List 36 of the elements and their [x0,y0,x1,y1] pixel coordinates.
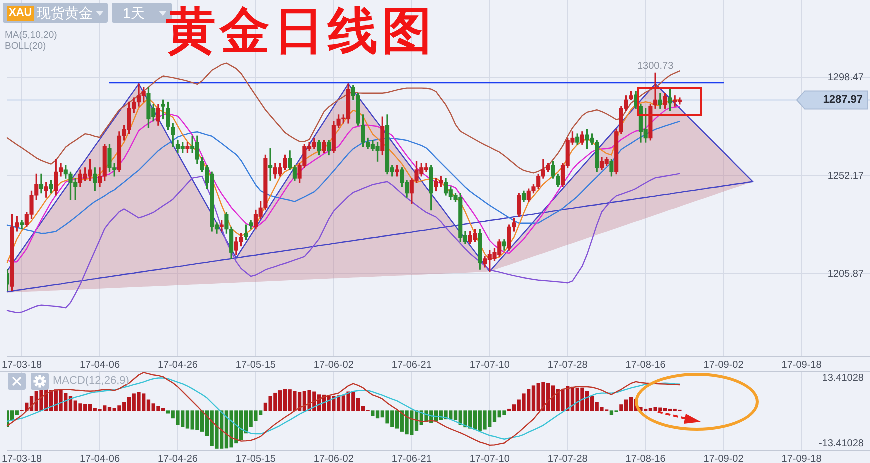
x-tick-label: 17-06-21 [392,360,432,371]
annotation: BOLL(20) [5,40,46,52]
y-tick-label: 1252.17 [828,170,864,182]
x-tick-label: 17-06-02 [314,454,354,463]
x-tick-label: 17-05-15 [236,360,276,371]
x-tick-label: 17-08-16 [626,360,666,371]
annotation: 1天 [123,5,145,21]
x-tick-label: 17-05-15 [236,454,276,463]
x-tick-label: 17-04-26 [158,454,198,463]
dropdown-button: XAU 现货黄金 [3,3,108,23]
y-tick-label: 1205.87 [828,268,864,280]
x-tick-label: 17-08-16 [626,454,666,463]
annotation: MACD(12,26,9) [53,375,130,388]
x-tick-label: 17-06-02 [314,360,354,371]
x-tick-label: 17-03-18 [2,360,42,371]
y-tick-label: 1298.47 [828,72,864,84]
x-tick-label: 17-07-28 [548,360,588,371]
annotation: 1300.73 [637,60,674,72]
x-tick-label: 17-04-06 [80,360,120,371]
x-tick-label: 17-09-02 [704,360,744,371]
x-tick-label: 17-09-18 [782,360,822,371]
x-tick-label: 17-03-18 [2,454,42,463]
x-tick-label: 17-06-21 [392,454,432,463]
x-tick-label: 17-04-26 [158,360,198,371]
x-tick-label: 17-07-10 [470,454,510,463]
annotation: MA(5,10,20) [5,30,58,41]
ref-line-label: 1287.97 [823,94,863,106]
y-tick-label: -13.41028 [818,438,864,450]
x-tick-label: 17-09-18 [782,454,822,463]
x-tick-label: 17-07-10 [470,360,510,371]
y-tick-label: 13.41028 [822,373,864,384]
annotation: 现货黄金 [37,5,93,21]
x-tick-label: 17-07-28 [548,454,588,463]
x-tick-label: 17-09-02 [704,454,744,463]
x-tick-label: 17-04-06 [80,454,120,463]
annotation: XAU [7,6,34,21]
